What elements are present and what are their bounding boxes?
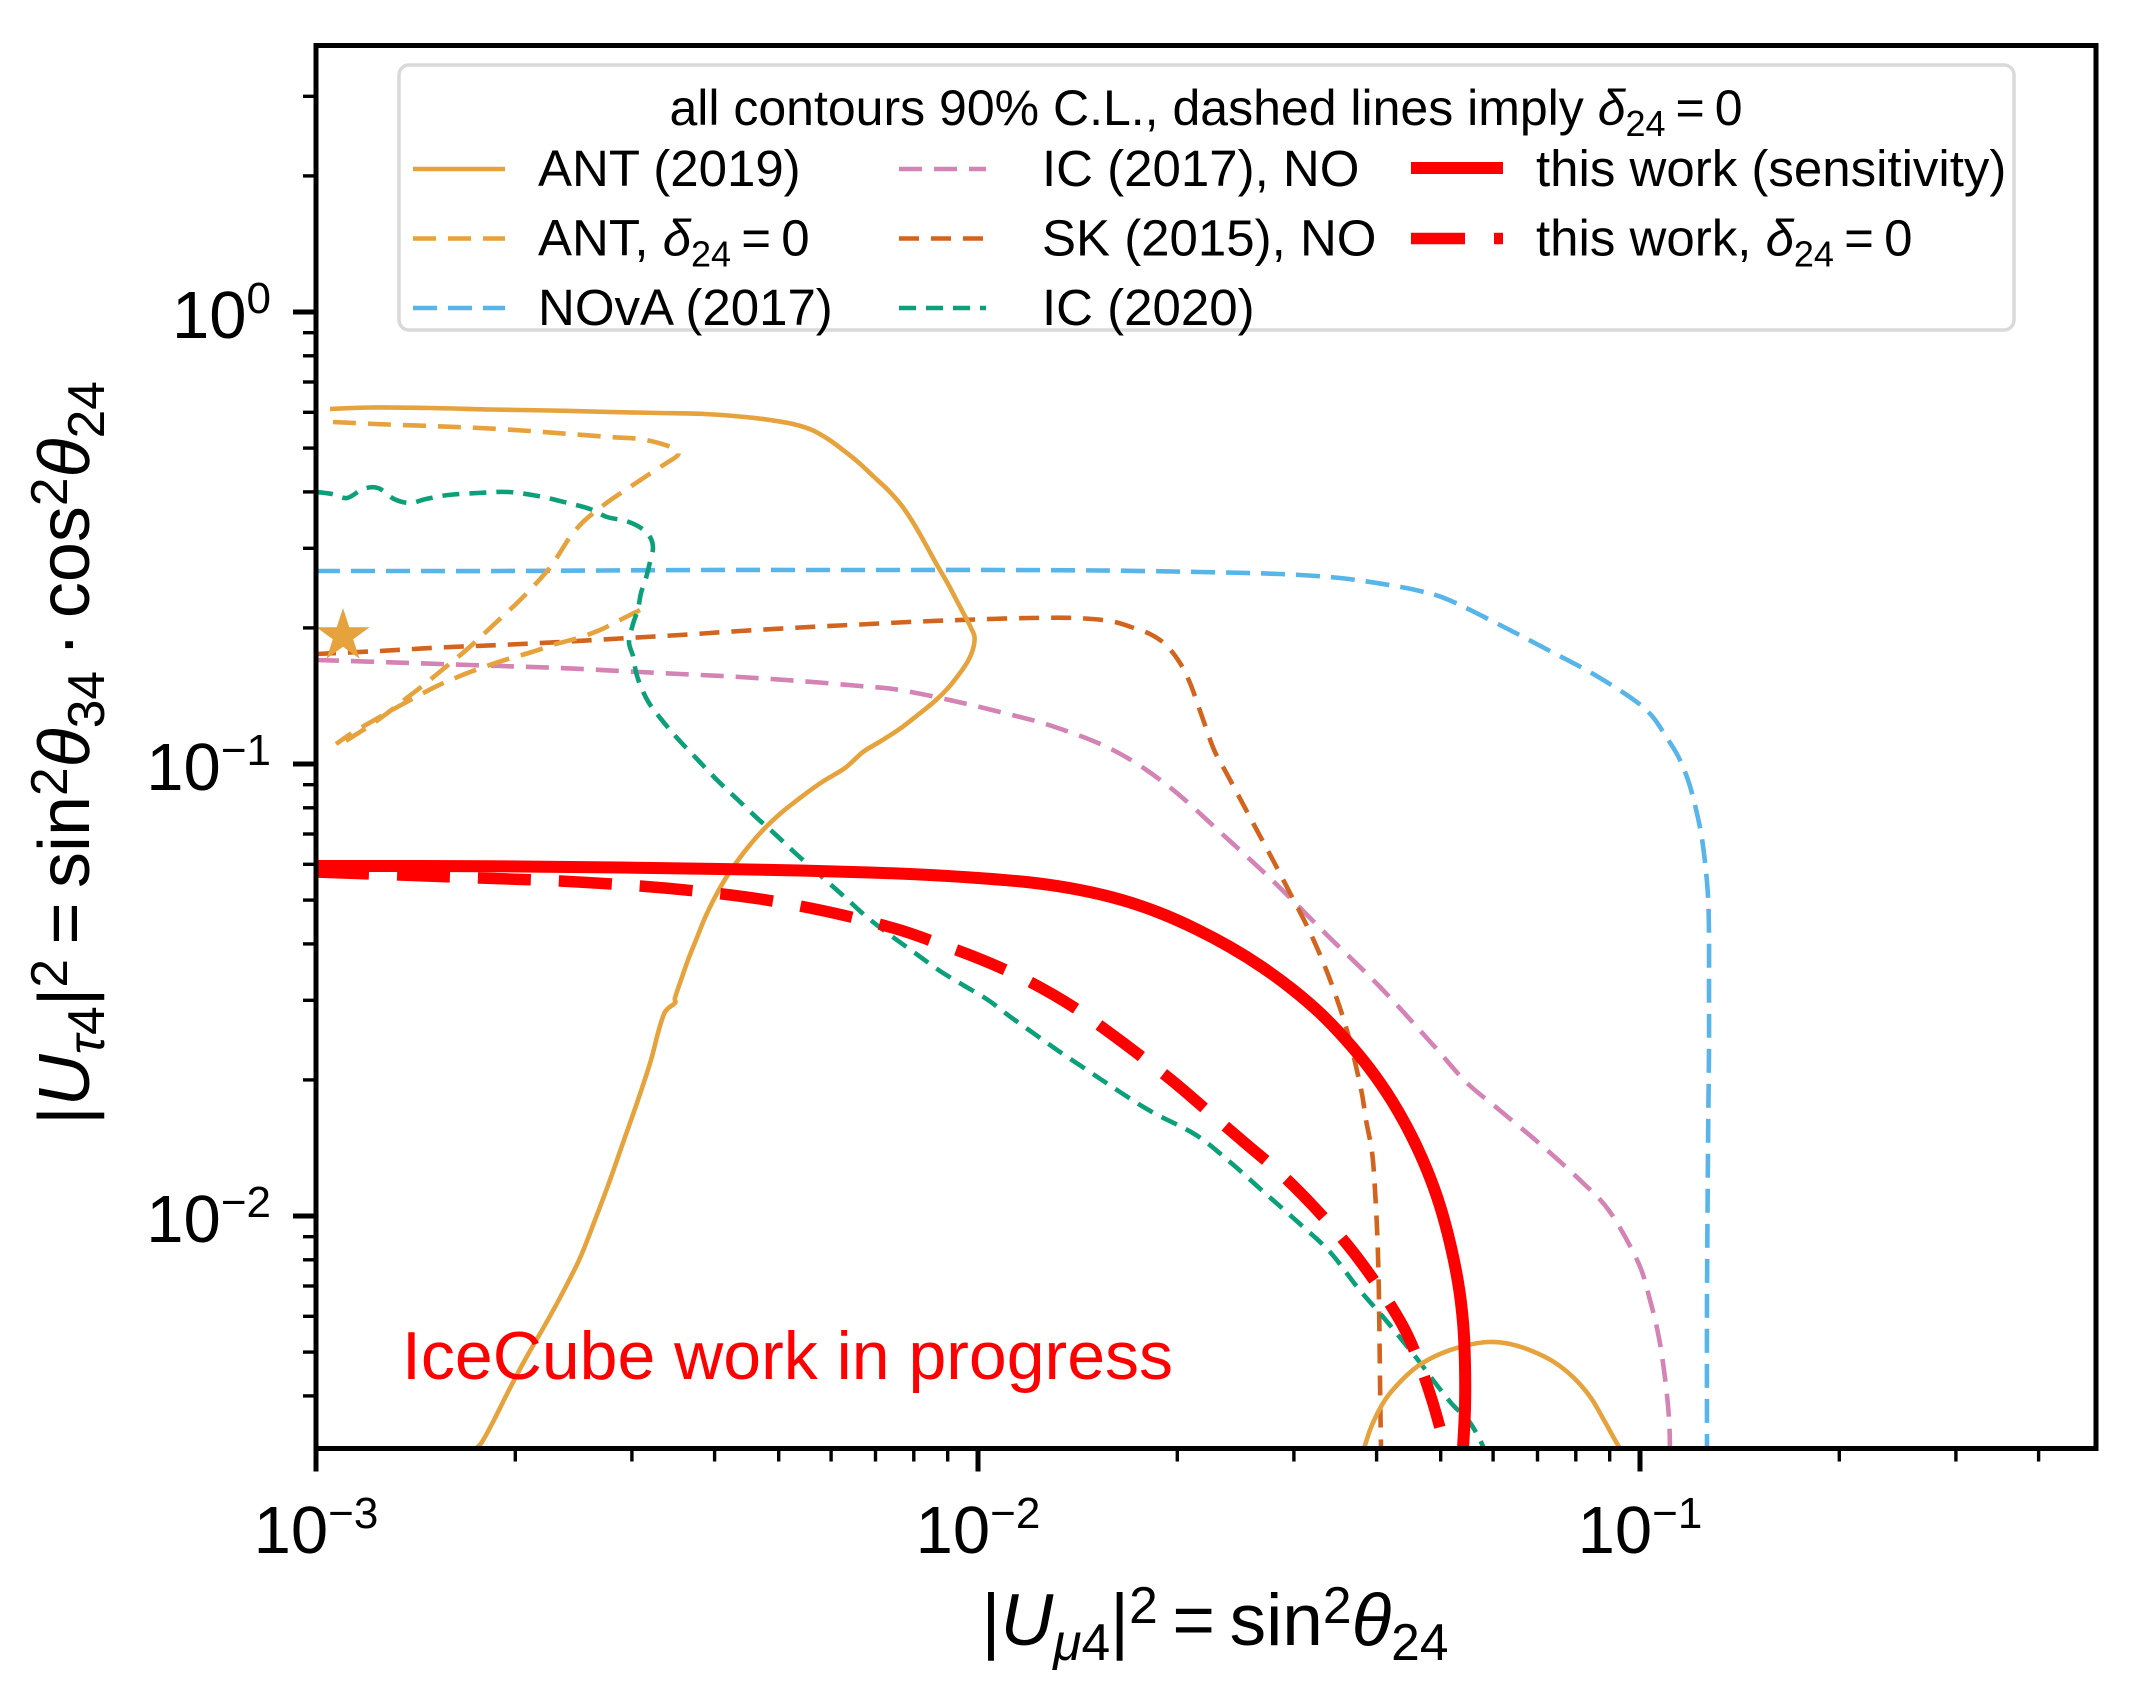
svg-text:ANT (2019): ANT (2019): [538, 140, 801, 197]
svg-text:all contours 90% C.L., dashed: all contours 90% C.L., dashed lines impl…: [669, 80, 1742, 144]
svg-text:ANT, δ24 = 0: ANT, δ24 = 0: [538, 210, 810, 275]
svg-text:|Uμ4|2 = sin2θ24: |Uμ4|2 = sin2θ24: [982, 1576, 1449, 1671]
svg-text:IC (2017), NO: IC (2017), NO: [1042, 140, 1359, 197]
svg-text:10−1: 10−1: [146, 726, 271, 805]
svg-text:SK (2015), NO: SK (2015), NO: [1042, 210, 1376, 267]
svg-text:NOvA (2017): NOvA (2017): [538, 279, 833, 336]
svg-text:IC (2020): IC (2020): [1042, 279, 1255, 336]
svg-text:this work, δ24 = 0: this work, δ24 = 0: [1536, 210, 1913, 275]
svg-text:this work (sensitivity): this work (sensitivity): [1536, 140, 2006, 197]
svg-text:IceCube work in progress: IceCube work in progress: [402, 1318, 1173, 1394]
